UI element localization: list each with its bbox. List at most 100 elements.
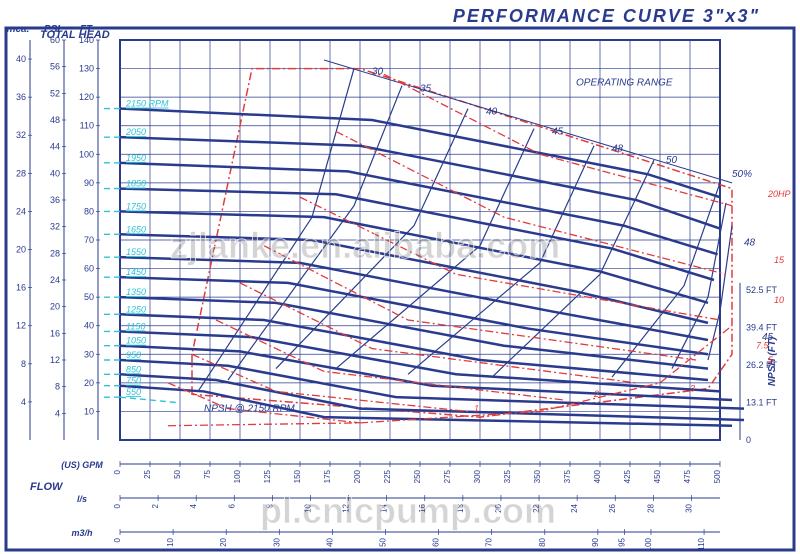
svg-text:36: 36 (16, 92, 26, 102)
svg-text:7.5: 7.5 (756, 341, 770, 351)
svg-text:44: 44 (50, 142, 60, 152)
svg-text:48: 48 (744, 238, 756, 249)
svg-text:450: 450 (653, 469, 662, 483)
svg-text:110: 110 (697, 537, 706, 550)
svg-text:20HP: 20HP (767, 189, 791, 199)
svg-text:400: 400 (593, 469, 602, 483)
performance-curve-chart: mca.481216202428323640PSI481216202428323… (0, 0, 800, 554)
svg-text:1350: 1350 (126, 287, 146, 297)
svg-text:28: 28 (646, 503, 655, 512)
svg-text:20: 20 (219, 537, 228, 546)
svg-text:750: 750 (126, 376, 141, 386)
svg-text:40: 40 (16, 54, 26, 64)
svg-text:24: 24 (16, 206, 26, 216)
svg-text:3: 3 (690, 383, 695, 393)
svg-text:1550: 1550 (126, 247, 146, 257)
svg-text:850: 850 (126, 364, 141, 374)
svg-text:mca.: mca. (7, 24, 30, 35)
svg-text:20: 20 (494, 503, 503, 512)
svg-text:10: 10 (84, 406, 94, 416)
svg-text:32: 32 (50, 222, 60, 232)
svg-text:75: 75 (203, 469, 212, 478)
svg-text:30: 30 (84, 349, 94, 359)
svg-text:150: 150 (293, 469, 302, 483)
svg-text:24: 24 (570, 503, 579, 512)
svg-text:1750: 1750 (126, 201, 146, 211)
svg-text:2050: 2050 (125, 127, 146, 137)
svg-text:26: 26 (608, 503, 617, 512)
svg-text:36: 36 (50, 195, 60, 205)
svg-text:475: 475 (683, 469, 692, 483)
svg-text:500: 500 (713, 469, 722, 483)
svg-text:4: 4 (189, 503, 198, 508)
svg-text:1150: 1150 (126, 321, 145, 331)
svg-text:100: 100 (644, 537, 653, 551)
svg-text:275: 275 (443, 469, 452, 483)
svg-text:70: 70 (485, 537, 494, 546)
svg-text:20: 20 (50, 302, 60, 312)
svg-text:300: 300 (473, 469, 482, 483)
svg-text:OPERATING RANGE: OPERATING RANGE (576, 78, 673, 89)
svg-text:52.5 FT: 52.5 FT (746, 285, 778, 295)
svg-text:25: 25 (143, 469, 152, 478)
svg-text:550: 550 (126, 387, 141, 397)
svg-text:48: 48 (50, 115, 60, 125)
svg-text:2150 RPM: 2150 RPM (125, 99, 169, 109)
svg-text:80: 80 (84, 206, 94, 216)
svg-text:8: 8 (55, 382, 60, 392)
svg-text:250: 250 (413, 469, 422, 483)
svg-text:20: 20 (84, 378, 94, 388)
svg-text:1650: 1650 (126, 224, 146, 234)
svg-text:130: 130 (79, 64, 94, 74)
svg-text:100: 100 (233, 469, 242, 483)
svg-text:0: 0 (746, 435, 751, 445)
svg-text:50%: 50% (732, 169, 752, 180)
svg-text:22: 22 (532, 503, 541, 512)
svg-text:m3/h: m3/h (71, 528, 93, 538)
svg-text:12: 12 (50, 355, 60, 365)
svg-text:8: 8 (265, 503, 274, 508)
svg-text:(US) GPM: (US) GPM (61, 460, 103, 470)
svg-text:52: 52 (50, 88, 60, 98)
svg-text:10: 10 (774, 295, 784, 305)
svg-text:20: 20 (16, 245, 26, 255)
svg-text:28: 28 (16, 168, 26, 178)
svg-text:39.4 FT: 39.4 FT (746, 322, 778, 332)
svg-text:125: 125 (263, 469, 272, 483)
svg-text:14: 14 (380, 503, 389, 512)
svg-text:100: 100 (79, 149, 94, 159)
svg-text:1850: 1850 (126, 179, 146, 189)
svg-text:95: 95 (617, 537, 626, 546)
svg-text:50: 50 (378, 537, 387, 546)
svg-text:4: 4 (21, 397, 26, 407)
svg-text:TOTAL HEAD: TOTAL HEAD (40, 29, 110, 41)
svg-text:50: 50 (84, 292, 94, 302)
svg-text:0: 0 (113, 503, 122, 508)
svg-text:110: 110 (80, 121, 94, 131)
svg-text:1050: 1050 (126, 336, 146, 346)
svg-text:FLOW: FLOW (30, 481, 64, 493)
svg-text:12: 12 (342, 503, 351, 512)
svg-text:56: 56 (50, 62, 60, 72)
svg-text:70: 70 (84, 235, 94, 245)
svg-text:1250: 1250 (126, 304, 146, 314)
svg-text:28: 28 (50, 248, 60, 258)
svg-text:425: 425 (623, 469, 632, 483)
svg-text:60: 60 (84, 264, 94, 274)
svg-text:16: 16 (16, 283, 26, 293)
svg-text:2: 2 (151, 503, 160, 508)
svg-text:1450: 1450 (126, 267, 146, 277)
svg-text:0: 0 (113, 469, 122, 474)
svg-text:225: 225 (383, 469, 392, 483)
svg-text:350: 350 (533, 469, 542, 483)
svg-text:40: 40 (50, 168, 60, 178)
svg-text:1950: 1950 (126, 153, 146, 163)
svg-text:24: 24 (50, 275, 60, 285)
svg-text:16: 16 (418, 503, 427, 512)
svg-text:10: 10 (303, 503, 312, 512)
svg-text:15: 15 (774, 255, 785, 265)
svg-text:950: 950 (126, 350, 141, 360)
svg-text:175: 175 (323, 469, 332, 483)
svg-text:40: 40 (84, 321, 94, 331)
svg-text:50: 50 (173, 469, 182, 478)
